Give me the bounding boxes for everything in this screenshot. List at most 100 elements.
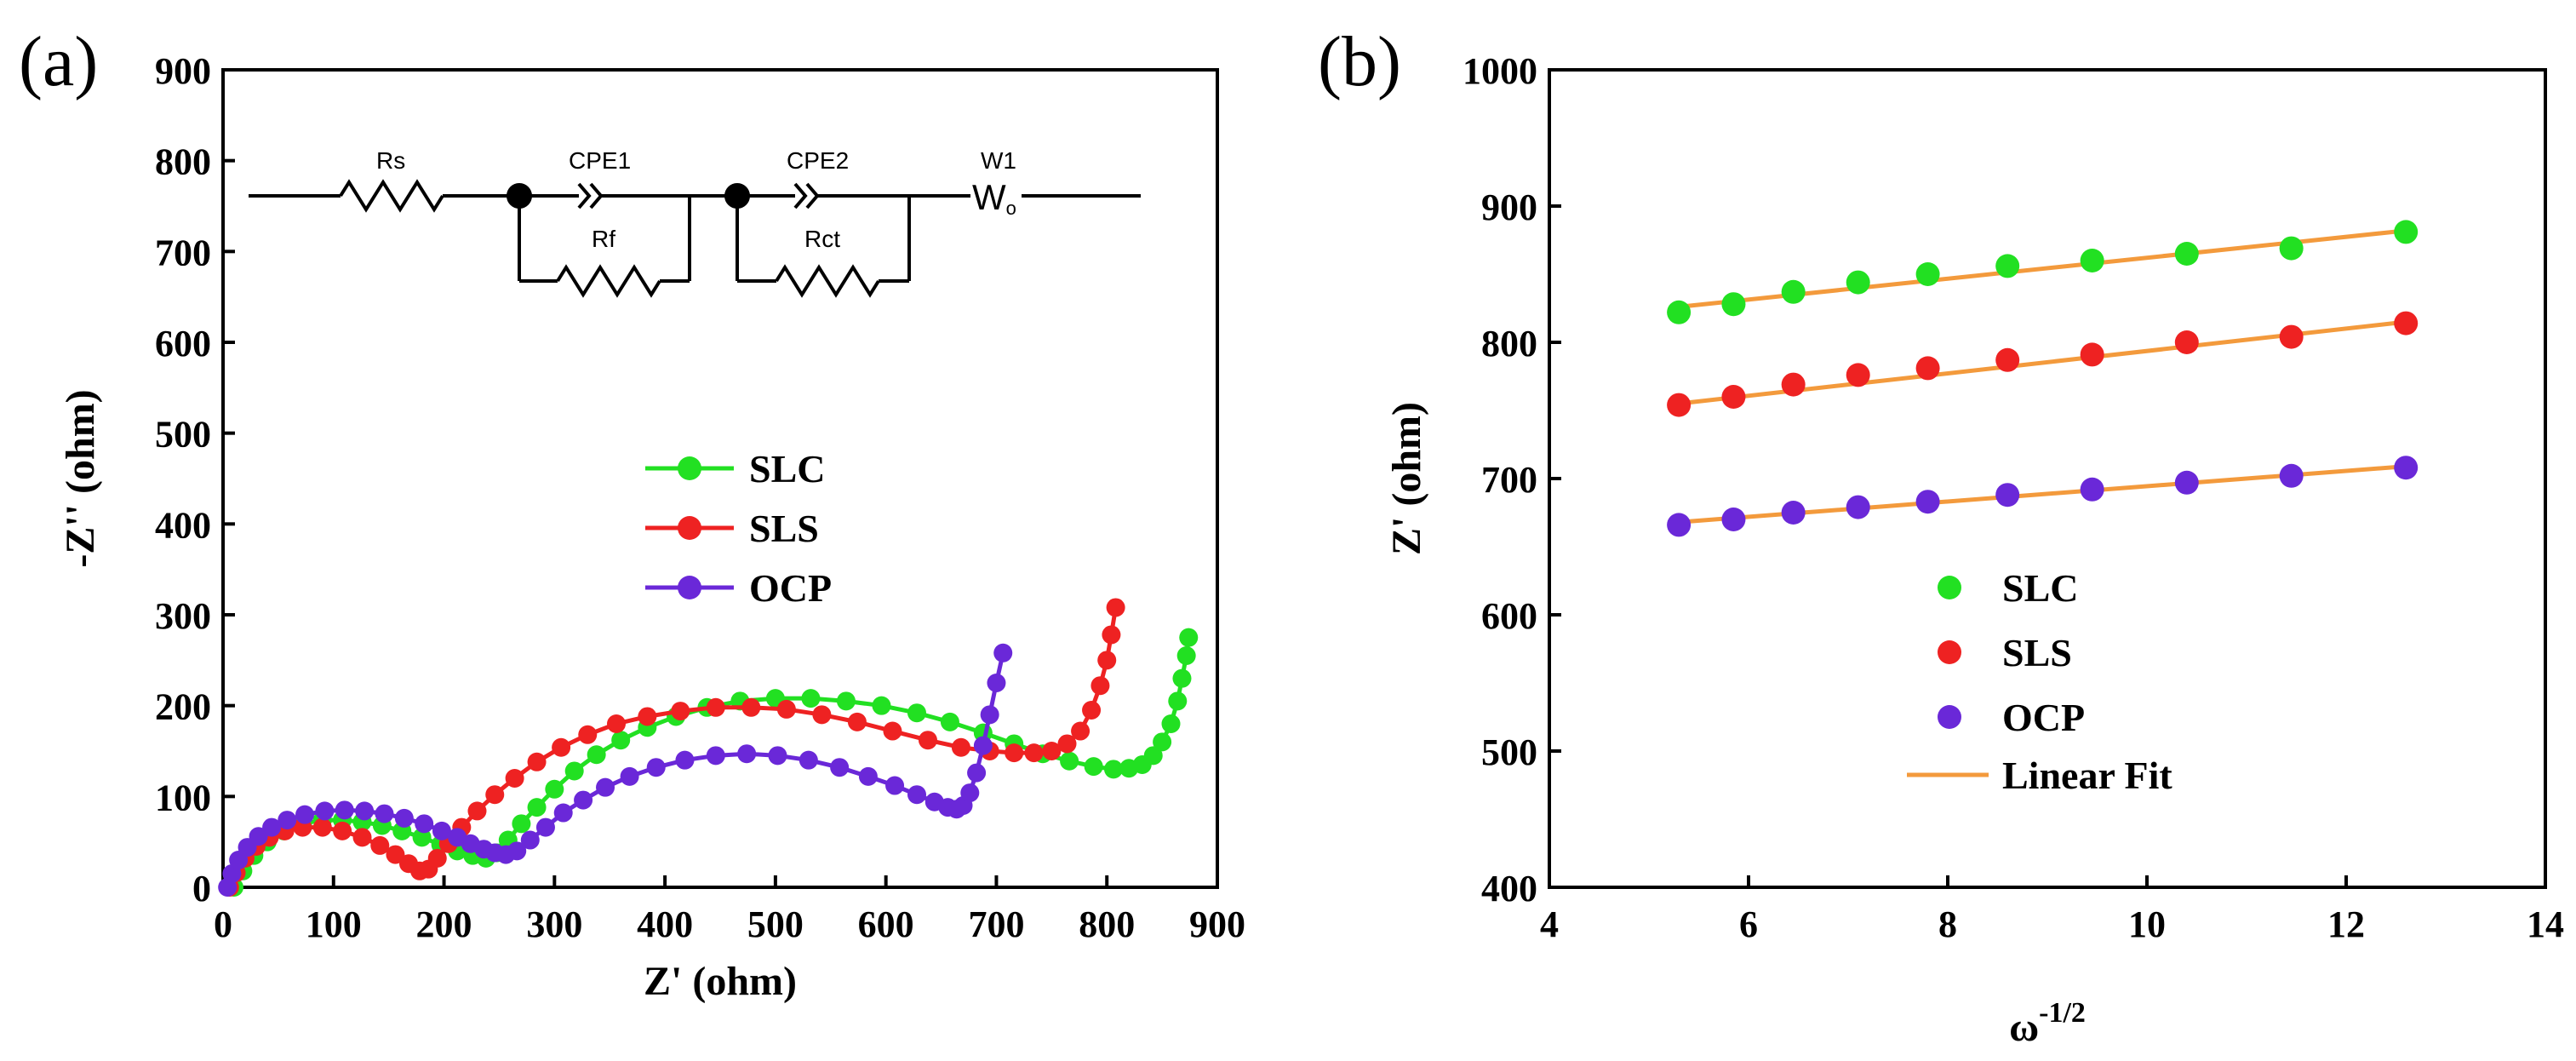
warburg-point-sls (2279, 324, 2304, 349)
warburg-element-sub: o (1006, 198, 1016, 219)
nyquist-point-slc (1060, 751, 1079, 771)
nyquist-point-sls (1097, 651, 1117, 670)
nyquist-y-tick-label: 200 (155, 686, 211, 728)
nyquist-point-ocp (907, 785, 927, 805)
nyquist-point-ocp (574, 790, 593, 810)
warburg-x-axis-exponent: -1/2 (2039, 997, 2086, 1029)
nyquist-point-ocp (885, 776, 905, 795)
warburg-point-sls (2394, 311, 2419, 336)
nyquist-point-slc (1153, 732, 1172, 752)
nyquist-x-tick-label: 400 (637, 903, 693, 945)
nyquist-point-sls (527, 752, 547, 771)
nyquist-point-ocp (646, 758, 666, 777)
nyquist-x-tick-label: 600 (858, 903, 914, 945)
nyquist-point-sls (467, 801, 487, 821)
nyquist-point-sls (671, 702, 690, 721)
nyquist-point-ocp (620, 766, 639, 786)
nyquist-y-tick-label: 400 (155, 504, 211, 546)
nyquist-point-ocp (432, 821, 451, 840)
nyquist-point-ocp (335, 800, 354, 820)
nyquist-point-sls (427, 848, 447, 868)
nyquist-point-sls (847, 712, 867, 731)
nyquist-point-slc (836, 691, 856, 711)
warburg-point-sls (2174, 330, 2199, 354)
equivalent-circuit-diagram (249, 179, 1141, 298)
warburg-point-sls (1915, 356, 1940, 381)
warburg-series-ocp (1667, 456, 2419, 537)
warburg-series-sls (1667, 311, 2419, 417)
nyquist-point-sls (1057, 734, 1077, 754)
nyquist-point-sls (638, 707, 657, 726)
nyquist-point-ocp (553, 803, 573, 823)
nyquist-series-layer (218, 598, 1199, 897)
nyquist-legend-marker-sls (678, 516, 701, 540)
warburg-point-ocp (1667, 513, 1692, 537)
nyquist-point-slc (512, 814, 531, 834)
nyquist-x-tick-label: 700 (968, 903, 1024, 945)
warburg-point-ocp (1846, 495, 1870, 519)
nyquist-y-tick-label: 0 (192, 868, 211, 909)
warburg-legend: SLC SLS OCP Linear Fit (1907, 566, 2172, 797)
panel-b: (b) 4 6 8 10 12 14 400 500 600 700 800 900 1000 ω-1/… (1318, 22, 2564, 1050)
warburg-series-slc (1667, 220, 2419, 324)
nyquist-x-tick-label: 200 (416, 903, 472, 945)
nyquist-point-slc (1143, 746, 1163, 766)
warburg-legend-item-slc: SLC (1938, 566, 2078, 610)
nyquist-x-tick-label: 300 (526, 903, 582, 945)
warburg-legend-item-linear-fit: Linear Fit (1907, 754, 2172, 797)
nyquist-point-slc (1176, 646, 1196, 665)
cpe2-symbol (793, 182, 808, 209)
nyquist-point-ocp (706, 746, 725, 766)
nyquist-point-ocp (799, 750, 818, 770)
warburg-legend-label-sls: SLS (2002, 631, 2072, 674)
nyquist-x-tick-label: 100 (306, 903, 362, 945)
nyquist-point-ocp (973, 736, 993, 755)
warburg-point-slc (2279, 236, 2304, 261)
nyquist-point-sls (1042, 742, 1062, 760)
nyquist-point-ocp (315, 801, 335, 821)
nyquist-point-sls (386, 845, 405, 864)
warburg-point-ocp (1915, 490, 1940, 514)
nyquist-point-ocp (675, 750, 695, 770)
nyquist-point-sls (552, 737, 571, 757)
nyquist-point-sls (706, 697, 725, 717)
warburg-point-slc (1995, 254, 2020, 278)
warburg-point-sls (1846, 363, 1870, 387)
warburg-point-slc (2080, 249, 2104, 272)
nyquist-y-tick-label: 100 (155, 777, 211, 818)
warburg-y-tick-label: 400 (1481, 868, 1537, 909)
nyquist-point-ocp (960, 783, 980, 803)
warburg-legend-item-sls: SLS (1938, 631, 2072, 674)
panel-a-label: (a) (19, 22, 98, 101)
nyquist-point-ocp (355, 801, 375, 821)
nyquist-point-sls (741, 697, 761, 717)
nyquist-point-ocp (520, 830, 540, 850)
nyquist-legend-item-sls: SLS (645, 507, 819, 550)
nyquist-point-slc (587, 745, 606, 765)
resistor-rs-symbol (339, 179, 444, 213)
nyquist-y-tick-label: 800 (155, 141, 211, 183)
nyquist-point-sls (883, 721, 902, 741)
warburg-x-tick-label: 4 (1540, 903, 1559, 945)
nyquist-point-ocp (737, 744, 757, 764)
nyquist-legend-marker-ocp (678, 576, 701, 599)
nyquist-point-slc (1168, 691, 1188, 711)
nyquist-point-ocp (980, 705, 999, 725)
nyquist-point-slc (1179, 628, 1199, 647)
nyquist-x-tick-label: 0 (214, 903, 232, 945)
warburg-point-sls (1995, 347, 2020, 372)
nyquist-legend-label-slc: SLC (749, 447, 825, 490)
nyquist-point-sls (505, 769, 524, 788)
nyquist-point-ocp (535, 817, 555, 837)
warburg-point-ocp (1721, 508, 1746, 531)
warburg-legend-marker-slc (1938, 576, 1961, 599)
nyquist-point-slc (527, 798, 547, 817)
nyquist-point-slc (1161, 714, 1181, 733)
warburg-point-ocp (2174, 470, 2199, 495)
warburg-element-w: W (972, 177, 1006, 217)
warburg-legend-label-ocp: OCP (2002, 696, 2085, 739)
warburg-series-layer (1667, 220, 2419, 537)
warburg-point-ocp (2394, 456, 2419, 480)
nyquist-y-tick-label: 600 (155, 323, 211, 364)
